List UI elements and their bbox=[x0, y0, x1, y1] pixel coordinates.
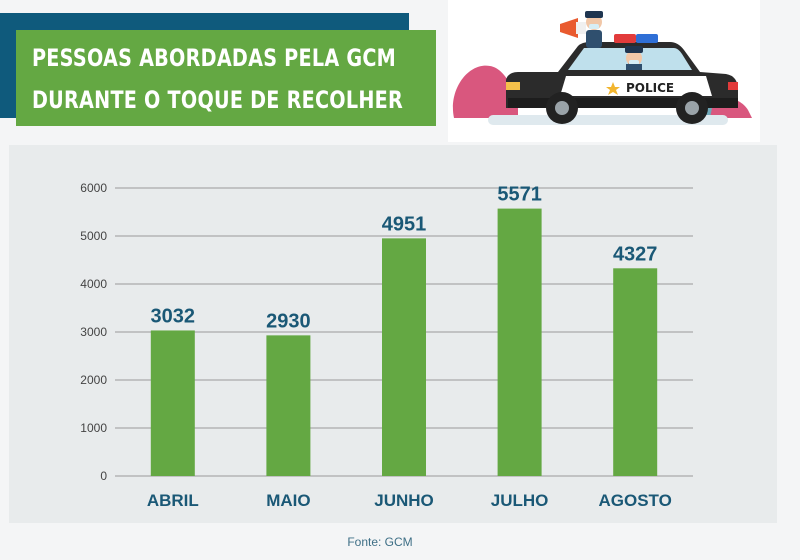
bar bbox=[150, 330, 195, 476]
source-note: Fonte: GCM bbox=[347, 535, 413, 549]
bar bbox=[613, 268, 658, 476]
chart-title-line-1: PESSOAS ABORDADAS PELA GCM bbox=[32, 44, 397, 72]
data-label: 4951 bbox=[382, 213, 427, 235]
data-label: 3032 bbox=[151, 305, 196, 327]
police-car-illustration: POLICE bbox=[448, 0, 760, 142]
bar bbox=[497, 208, 542, 477]
y-tick-label: 0 bbox=[100, 469, 107, 483]
x-tick-label: JUNHO bbox=[374, 491, 434, 510]
title-box bbox=[16, 30, 436, 126]
y-tick-label: 4000 bbox=[80, 277, 107, 291]
bar bbox=[382, 238, 426, 476]
y-tick-label: 1000 bbox=[80, 421, 107, 435]
police-car-icon: POLICE bbox=[452, 11, 752, 125]
bar-chart: 0 1000 2000 3000 4000 5000 6000 3032 ABRIL 2930 MA… bbox=[80, 181, 693, 510]
y-tick-label: 6000 bbox=[80, 181, 107, 195]
police-car-label: POLICE bbox=[626, 81, 674, 95]
bar bbox=[266, 335, 311, 476]
y-tick-label: 5000 bbox=[80, 229, 107, 243]
data-label: 2930 bbox=[266, 310, 311, 332]
x-tick-label: JULHO bbox=[491, 491, 549, 510]
y-tick-label: 3000 bbox=[80, 325, 107, 339]
x-tick-label: MAIO bbox=[266, 491, 310, 510]
chart-title-line-2: DURANTE O TOQUE DE RECOLHER bbox=[32, 86, 404, 114]
data-label: 5571 bbox=[497, 184, 542, 206]
chart-panel: 0 1000 2000 3000 4000 5000 6000 3032 ABRIL 2930 MA… bbox=[9, 145, 777, 523]
y-tick-label: 2000 bbox=[80, 373, 107, 387]
data-label: 4327 bbox=[613, 243, 658, 265]
x-tick-label: AGOSTO bbox=[599, 491, 672, 510]
x-tick-label: ABRIL bbox=[147, 491, 199, 510]
